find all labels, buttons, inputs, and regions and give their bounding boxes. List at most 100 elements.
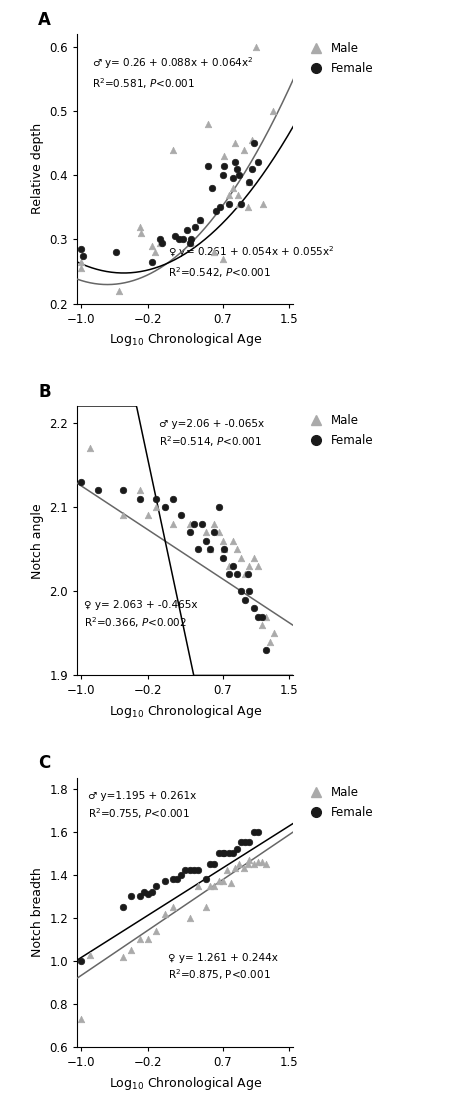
Point [237,195,245,213]
Legend: Male, Female: Male, Female [301,40,376,78]
Point [250,855,257,872]
Point [128,888,135,906]
Point [236,195,243,213]
Point [153,499,160,516]
Point [194,877,201,895]
Point [207,855,214,872]
Text: ♂ y=2.06 + -0.065x
R$^2$=0.514, $P$<0.001: ♂ y=2.06 + -0.065x R$^2$=0.514, $P$<0.00… [159,419,264,449]
Point [119,481,127,499]
Point [148,884,156,901]
Point [78,240,85,258]
Point [161,872,168,890]
Point [221,157,228,174]
Text: ♀ y= 0.261 + 0.054x + 0.055x$^2$
R$^2$=0.542, $P$<0.001: ♀ y= 0.261 + 0.054x + 0.055x$^2$ R$^2$=0… [168,245,334,280]
Point [252,39,260,56]
Point [210,855,218,872]
Point [79,247,87,265]
Text: ♂ y=1.195 + 0.261x
R$^2$=0.755, $P$<0.001: ♂ y=1.195 + 0.261x R$^2$=0.755, $P$<0.00… [88,791,196,821]
Point [161,499,168,516]
Point [231,859,239,877]
Point [248,160,255,178]
Point [250,823,257,840]
Point [196,212,203,229]
Legend: Male, Female: Male, Female [301,411,376,450]
Point [156,231,164,248]
Point [226,185,233,203]
X-axis label: Log$_{10}$ Chronological Age: Log$_{10}$ Chronological Age [109,331,262,349]
Point [94,481,102,499]
Point [208,180,216,197]
Point [244,199,252,216]
Point [215,524,222,542]
Point [78,473,85,491]
Point [215,845,222,863]
Text: ♀ y= 1.261 + 0.244x
R$^2$=0.875, P<0.001: ♀ y= 1.261 + 0.244x R$^2$=0.875, P<0.001 [168,953,278,983]
Point [250,135,257,152]
Point [225,557,232,575]
Point [250,599,257,617]
Point [207,540,214,558]
Point [250,548,257,566]
Point [128,942,135,960]
Point [258,617,266,634]
Point [237,582,245,600]
Point [219,872,227,890]
X-axis label: Log$_{10}$ Chronological Age: Log$_{10}$ Chronological Age [109,1075,262,1092]
Point [144,506,152,524]
Point [186,861,193,879]
Y-axis label: Notch breadth: Notch breadth [31,868,44,957]
Point [241,834,249,852]
Point [233,540,241,558]
Point [271,624,278,642]
Point [246,850,253,868]
Point [219,250,227,268]
Point [186,515,193,533]
Point [187,231,195,248]
Point [233,840,241,858]
Point [210,877,218,895]
Point [237,834,245,852]
Text: A: A [38,11,51,29]
Point [177,866,185,884]
Point [78,952,85,970]
Point [137,224,145,242]
Point [173,870,181,888]
Point [262,608,270,625]
Point [187,234,195,251]
Point [217,199,224,216]
Point [240,859,247,877]
Point [202,532,210,549]
Point [115,282,123,300]
Point [254,557,262,575]
Text: ♂ y= 0.26 + 0.088x + 0.064x$^2$
R$^2$=0.581, $P$<0.001: ♂ y= 0.26 + 0.088x + 0.064x$^2$ R$^2$=0.… [92,55,254,90]
Point [225,845,232,863]
Point [246,173,253,191]
Point [136,931,144,949]
Point [262,641,270,658]
Point [240,141,247,159]
Point [219,548,227,566]
Point [119,898,127,915]
Point [156,234,164,251]
Point [78,259,85,277]
Point [219,167,227,184]
Point [191,217,199,235]
Point [204,115,211,132]
Point [179,231,187,248]
Point [190,515,198,533]
Point [186,524,193,542]
Point [221,147,228,164]
Point [202,898,210,915]
Point [266,633,274,651]
Point [207,877,214,895]
Point [233,566,241,583]
Legend: Male, Female: Male, Female [301,783,376,822]
Point [228,875,235,892]
Point [148,253,156,270]
Point [221,540,228,558]
Point [171,227,178,245]
Point [78,253,85,270]
Point [196,212,203,229]
Point [175,231,182,248]
Point [246,557,253,575]
